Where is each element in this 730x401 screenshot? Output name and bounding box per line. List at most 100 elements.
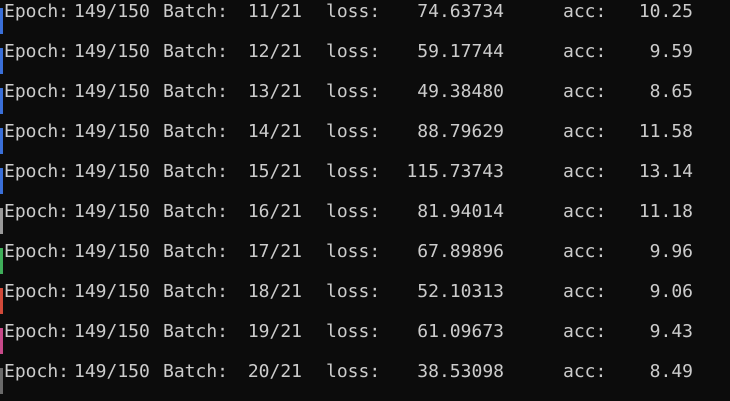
epoch-value: 149/150 [74,41,150,62]
epoch-label: Epoch: [4,321,70,342]
batch-value: 18/21 [247,281,302,302]
log-line: Epoch: 149/150 Batch: 20/21 loss: 38.53098 acc… [0,360,730,384]
edge-strip [0,288,3,314]
acc-value: 9.43 [649,321,693,342]
epoch-label: Epoch: [4,121,70,142]
loss-label: loss: [326,41,381,62]
epoch-label: Epoch: [4,201,70,222]
loss-label: loss: [326,241,381,262]
epoch-value: 149/150 [74,81,150,102]
edge-strip [0,368,3,394]
epoch-label: Epoch: [4,81,70,102]
loss-value: 67.89896 [417,241,504,262]
batch-value: 19/21 [247,321,302,342]
edge-strip [0,128,3,154]
epoch-label: Epoch: [4,241,70,262]
epoch-label: Epoch: [4,1,70,22]
loss-label: loss: [326,1,381,22]
log-line: Epoch: 149/150 Batch: 13/21 loss: 49.38480 acc… [0,80,730,104]
acc-value: 8.49 [649,361,693,382]
loss-label: loss: [326,121,381,142]
edge-strip [0,168,3,194]
batch-label: Batch: [163,321,229,342]
epoch-label: Epoch: [4,361,70,382]
acc-value: 11.58 [638,121,693,142]
loss-value: 49.38480 [417,81,504,102]
acc-value: 9.59 [649,41,693,62]
epoch-value: 149/150 [74,121,150,142]
loss-label: loss: [326,321,381,342]
batch-value: 12/21 [247,41,302,62]
loss-value: 38.53098 [417,361,504,382]
loss-value: 74.63734 [417,1,504,22]
batch-value: 11/21 [247,1,302,22]
batch-label: Batch: [163,281,229,302]
loss-label: loss: [326,281,381,302]
acc-label: acc: [563,201,607,222]
loss-value: 81.94014 [417,201,504,222]
acc-value: 11.18 [638,201,693,222]
loss-value: 61.09673 [417,321,504,342]
loss-label: loss: [326,201,381,222]
epoch-value: 149/150 [74,281,150,302]
log-line: Epoch: 149/150 Batch: 19/21 loss: 61.09673 acc… [0,320,730,344]
edge-strip [0,328,3,354]
acc-label: acc: [563,241,607,262]
batch-label: Batch: [163,241,229,262]
batch-label: Batch: [163,161,229,182]
loss-value: 59.17744 [417,41,504,62]
edge-strip [0,48,3,74]
acc-value: 8.65 [649,81,693,102]
batch-label: Batch: [163,361,229,382]
batch-value: 16/21 [247,201,302,222]
log-line: Epoch: 149/150 Batch: 18/21 loss: 52.10313 acc… [0,280,730,304]
epoch-value: 149/150 [74,161,150,182]
loss-value: 88.79629 [417,121,504,142]
log-line: Epoch: 149/150 Batch: 11/21 loss: 74.63734 acc… [0,0,730,24]
loss-value: 115.73743 [406,161,504,182]
batch-value: 17/21 [247,241,302,262]
batch-label: Batch: [163,201,229,222]
epoch-value: 149/150 [74,201,150,222]
log-line: Epoch: 149/150 Batch: 17/21 loss: 67.89896 acc… [0,240,730,264]
acc-value: 10.25 [638,1,693,22]
acc-label: acc: [563,41,607,62]
batch-value: 20/21 [247,361,302,382]
log-line: Epoch: 149/150 Batch: 12/21 loss: 59.17744 acc… [0,40,730,64]
acc-label: acc: [563,321,607,342]
log-line: Epoch: 149/150 Batch: 15/21 loss: 115.73743 ac… [0,160,730,184]
acc-label: acc: [563,361,607,382]
batch-label: Batch: [163,121,229,142]
acc-value: 9.06 [649,281,693,302]
log-line: Epoch: 149/150 Batch: 16/21 loss: 81.94014 acc… [0,200,730,224]
batch-label: Batch: [163,41,229,62]
batch-value: 15/21 [247,161,302,182]
edge-strip [0,208,3,234]
epoch-value: 149/150 [74,321,150,342]
log-line: Epoch: 149/150 Batch: 14/21 loss: 88.79629 acc… [0,120,730,144]
batch-value: 13/21 [247,81,302,102]
acc-label: acc: [563,121,607,142]
loss-value: 52.10313 [417,281,504,302]
edge-strip [0,88,3,114]
epoch-value: 149/150 [74,241,150,262]
acc-value: 9.96 [649,241,693,262]
epoch-label: Epoch: [4,281,70,302]
acc-value: 13.14 [638,161,693,182]
epoch-value: 149/150 [74,1,150,22]
epoch-value: 149/150 [74,361,150,382]
acc-label: acc: [563,1,607,22]
edge-strip [0,248,3,274]
acc-label: acc: [563,161,607,182]
edge-strip [0,8,3,34]
batch-label: Batch: [163,1,229,22]
loss-label: loss: [326,81,381,102]
epoch-label: Epoch: [4,41,70,62]
batch-label: Batch: [163,81,229,102]
batch-value: 14/21 [247,121,302,142]
acc-label: acc: [563,81,607,102]
acc-label: acc: [563,281,607,302]
loss-label: loss: [326,361,381,382]
epoch-label: Epoch: [4,161,70,182]
